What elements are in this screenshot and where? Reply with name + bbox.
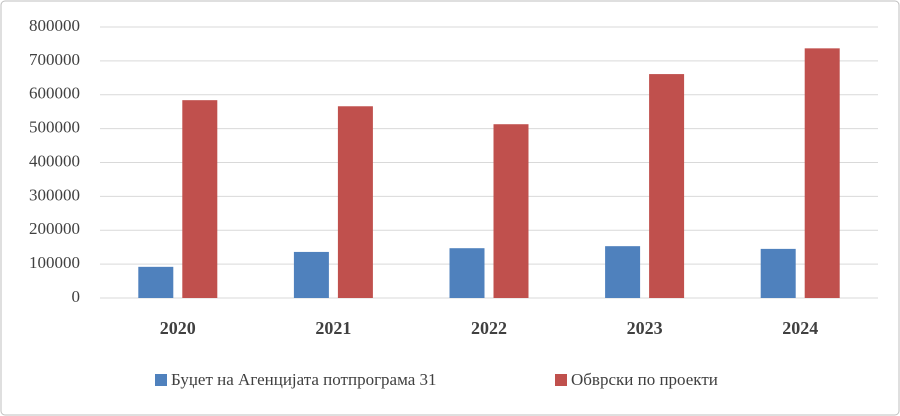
- y-tick-label: 800000: [29, 16, 80, 35]
- x-tick-label: 2021: [315, 318, 351, 338]
- y-tick-label: 200000: [29, 219, 80, 238]
- legend-swatch: [155, 374, 167, 386]
- bar: [649, 74, 685, 299]
- y-tick-label: 400000: [29, 151, 80, 170]
- legend-label: Буџет на Агенцијата потпрограма 31: [171, 370, 437, 389]
- y-tick-label: 100000: [29, 253, 80, 272]
- bar: [182, 100, 218, 298]
- x-tick-label: 2023: [627, 318, 663, 338]
- y-tick-label: 0: [72, 287, 81, 306]
- bar: [337, 106, 373, 298]
- x-tick-label: 2022: [471, 318, 507, 338]
- bar: [293, 251, 329, 298]
- y-tick-label: 500000: [29, 118, 80, 137]
- bar: [449, 248, 485, 298]
- bar: [804, 48, 840, 299]
- y-tick-label: 300000: [29, 185, 80, 204]
- legend-label: Обврски по проекти: [571, 370, 718, 389]
- y-tick-label: 700000: [29, 50, 80, 69]
- bar: [138, 266, 174, 298]
- y-tick-label: 600000: [29, 84, 80, 103]
- x-tick-label: 2020: [160, 318, 196, 338]
- bar: [605, 246, 641, 298]
- bar: [760, 248, 796, 298]
- x-tick-label: 2024: [782, 318, 818, 338]
- legend-swatch: [555, 374, 567, 386]
- bar: [493, 124, 529, 298]
